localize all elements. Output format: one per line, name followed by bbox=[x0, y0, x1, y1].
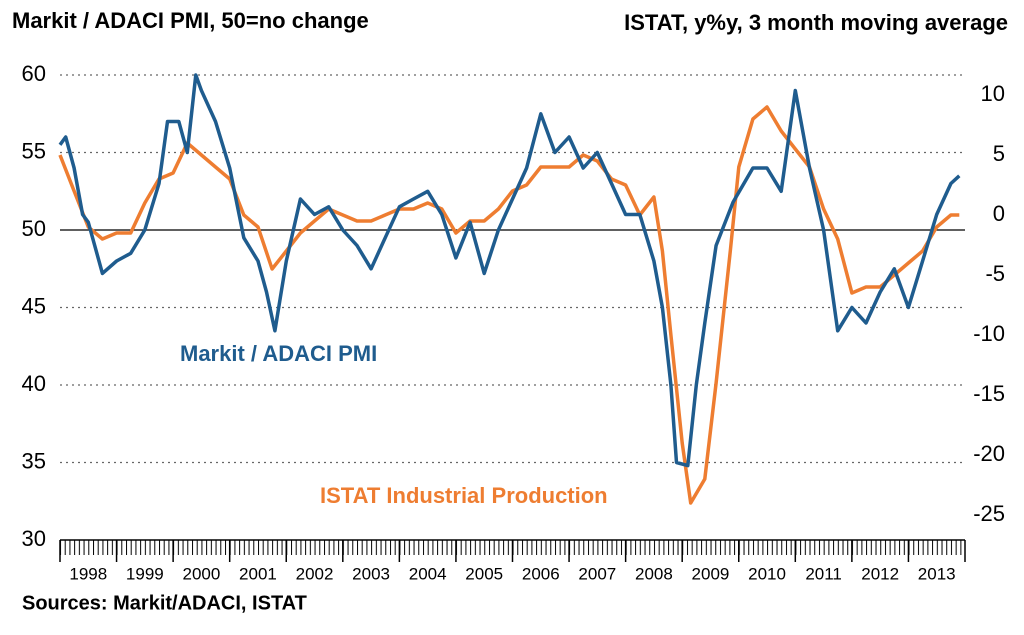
x-tick-label: 1999 bbox=[126, 564, 164, 583]
y-tick-label: 40 bbox=[22, 371, 46, 396]
y2-tick-label: -10 bbox=[973, 321, 1005, 346]
series-line bbox=[58, 105, 960, 505]
y-tick-label: 50 bbox=[22, 216, 46, 241]
x-tick-label: 2001 bbox=[239, 564, 277, 583]
x-tick-label: 2010 bbox=[748, 564, 786, 583]
series-line bbox=[58, 73, 961, 468]
chart-title: Markit / ADACI PMI, 50=no change bbox=[12, 8, 369, 33]
y2-tick-label: 5 bbox=[993, 141, 1005, 166]
x-tick-label: 1998 bbox=[69, 564, 107, 583]
x-tick-label: 2011 bbox=[805, 564, 842, 583]
y-tick-label: 35 bbox=[22, 448, 46, 473]
y2-tick-label: -15 bbox=[973, 381, 1005, 406]
series-annotation: Markit / ADACI PMI bbox=[180, 341, 377, 366]
x-tick-label: 2002 bbox=[296, 564, 334, 583]
y2-tick-label: -20 bbox=[973, 441, 1005, 466]
chart-subtitle: ISTAT, y%y, 3 month moving average bbox=[624, 10, 1008, 35]
y2-tick-label: 10 bbox=[981, 81, 1005, 106]
x-tick-label: 2000 bbox=[182, 564, 220, 583]
y-tick-label: 45 bbox=[22, 293, 46, 318]
x-tick-label: 2013 bbox=[918, 564, 956, 583]
y2-tick-label: -25 bbox=[973, 501, 1005, 526]
x-tick-label: 2007 bbox=[578, 564, 616, 583]
x-tick-label: 2003 bbox=[352, 564, 390, 583]
x-tick-label: 2004 bbox=[409, 564, 447, 583]
x-tick-label: 2012 bbox=[861, 564, 899, 583]
y-tick-label: 55 bbox=[22, 138, 46, 163]
series-annotation: ISTAT Industrial Production bbox=[320, 483, 608, 508]
x-tick-label: 2006 bbox=[522, 564, 560, 583]
y2-tick-label: -5 bbox=[985, 261, 1005, 286]
x-tick-label: 2008 bbox=[635, 564, 673, 583]
y2-tick-label: 0 bbox=[993, 201, 1005, 226]
x-tick-label: 2009 bbox=[692, 564, 730, 583]
y-tick-label: 30 bbox=[22, 526, 46, 551]
x-tick-label: 2005 bbox=[465, 564, 503, 583]
y-tick-label: 60 bbox=[22, 61, 46, 86]
source-note: Sources: Markit/ADACI, ISTAT bbox=[22, 592, 307, 614]
